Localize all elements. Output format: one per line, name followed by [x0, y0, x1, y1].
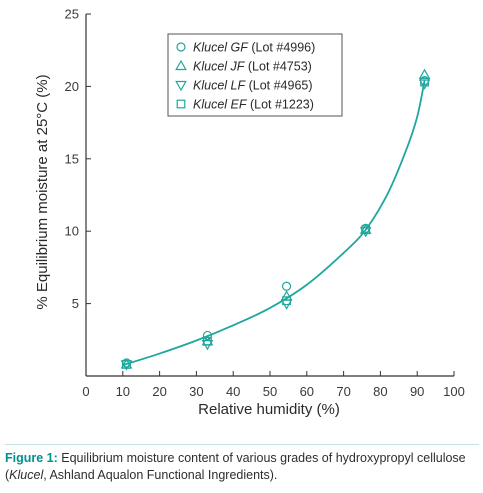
- y-axis-title: % Equilibrium moisture at 25°C (%): [34, 74, 51, 309]
- x-tick-label: 10: [116, 384, 130, 399]
- data-point-square: [282, 296, 291, 306]
- x-tick-label: 40: [226, 384, 240, 399]
- legend-marker-triangle-up: [175, 59, 187, 71]
- y-tick-label: 25: [65, 7, 79, 22]
- data-markers: [120, 68, 431, 371]
- data-point-triangle-down: [359, 227, 372, 238]
- legend-lot-number: (Lot #4965): [245, 79, 312, 93]
- legend-entry: Klucel GF (Lot #4996): [193, 41, 315, 55]
- x-tick-label: 20: [152, 384, 166, 399]
- caption-text-2: , Ashland Aqualon Functional Ingredients…: [43, 468, 278, 482]
- legend-entry: Klucel EF (Lot #1223): [193, 98, 314, 112]
- axes: 0 10 20 30 40 50 60 70 80 90 100 5 10 15 20 25: [65, 7, 465, 400]
- legend-lot-number: (Lot #4753): [244, 60, 311, 74]
- y-tick-label: 15: [65, 151, 79, 166]
- caption-brand: Klucel: [9, 468, 44, 482]
- data-point-square: [203, 336, 212, 346]
- data-point-triangle-down: [418, 79, 431, 90]
- y-tick-label: 5: [72, 296, 79, 311]
- data-point-square: [361, 225, 371, 235]
- legend-lot-number: (Lot #4996): [248, 41, 315, 55]
- legend-marker-circle: [176, 42, 186, 52]
- data-point-circle: [281, 281, 292, 291]
- data-point-circle: [202, 330, 213, 341]
- legend-series-name: Klucel EF: [193, 98, 248, 112]
- legend-box: [167, 33, 343, 117]
- legend-lot-number: (Lot #1223): [247, 98, 314, 112]
- legend-series-name: Klucel JF: [193, 60, 246, 74]
- fit-curve: [122, 80, 426, 366]
- legend-marker-triangle-down: [175, 80, 187, 92]
- caption-text-1: Equilibrium moisture content of various …: [5, 451, 466, 482]
- x-tick-label: 80: [373, 384, 387, 399]
- x-tick-label: 70: [336, 384, 350, 399]
- fit-curve-layer: [122, 80, 426, 366]
- legend-series-name: Klucel LF: [193, 79, 246, 93]
- legend-marker-square: [176, 99, 186, 109]
- x-axis-title: Relative humidity (%): [198, 401, 340, 418]
- caption-lead: Figure 1:: [5, 451, 58, 465]
- x-tick-label: 100: [443, 384, 465, 399]
- y-tick-label: 10: [65, 224, 79, 239]
- x-tick-label: 90: [410, 384, 424, 399]
- legend-entry: Klucel LF (Lot #4965): [193, 79, 313, 93]
- x-tick-label: 30: [189, 384, 203, 399]
- data-point-square: [420, 77, 429, 87]
- data-point-square: [122, 360, 131, 369]
- y-tick-label: 20: [65, 79, 79, 94]
- legend-series-name: Klucel GF: [193, 41, 249, 55]
- x-tick-label: 0: [82, 384, 89, 399]
- legend-entry: Klucel JF (Lot #4753): [193, 60, 312, 74]
- x-tick-label: 60: [300, 384, 314, 399]
- caption-divider: [5, 444, 479, 445]
- moisture-chart: 0 10 20 30 40 50 60 70 80 90 100 5 10 15 20 25 Klucel G…: [34, 7, 465, 419]
- x-tick-label: 50: [263, 384, 277, 399]
- figure-caption: Figure 1: Equilibrium moisture content o…: [5, 450, 481, 484]
- legend: Klucel GF (Lot #4996)Klucel JF (Lot #475…: [167, 33, 343, 117]
